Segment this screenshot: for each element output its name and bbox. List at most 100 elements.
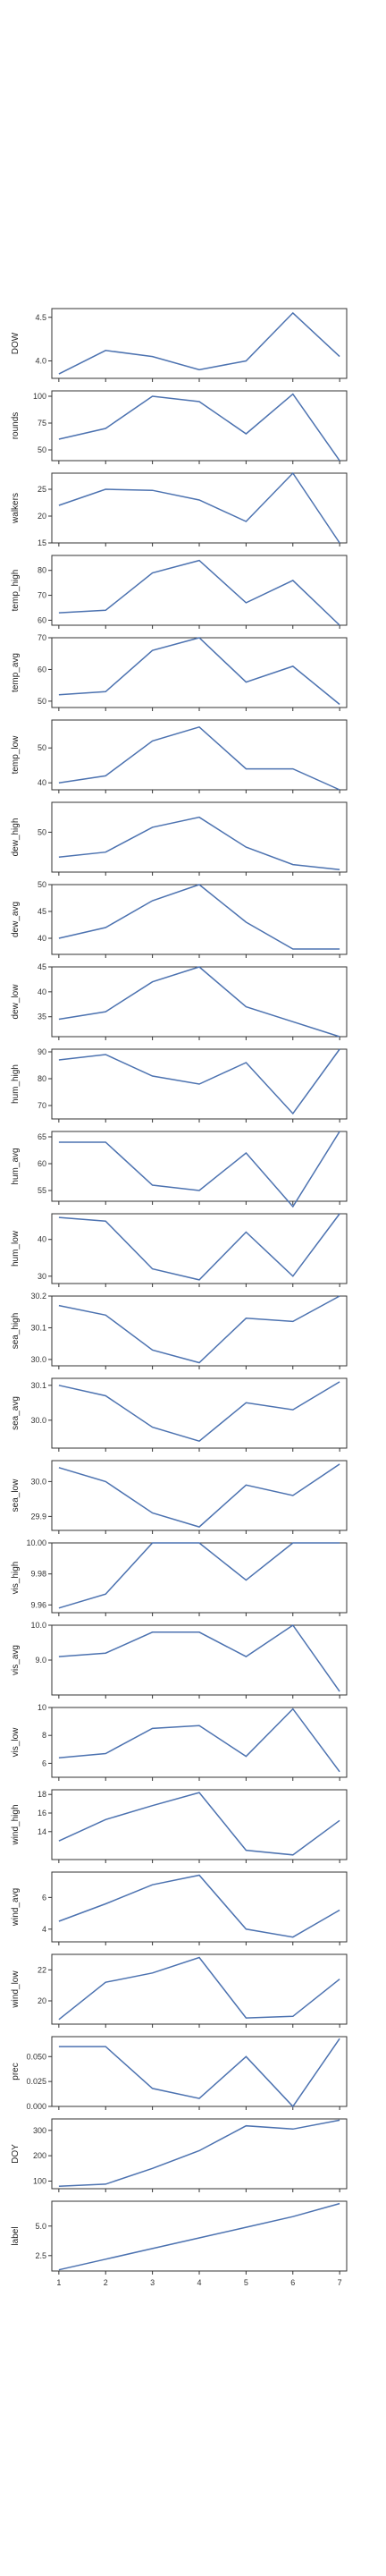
y-tick-label: 50 [38, 445, 46, 454]
panel-wind_avg: 4 6 wind_avg [11, 1871, 348, 1945]
y-tick-label: 18 [38, 1790, 46, 1799]
series-line [58, 2038, 340, 2108]
y-tick-label: 50 [38, 827, 46, 836]
series-line [58, 1381, 340, 1443]
y-tick-label: 90 [38, 1047, 46, 1056]
panel-DOY: 100 200 300 DOY [11, 2118, 348, 2192]
y-axis-label: vis_low [11, 1727, 21, 1758]
y-tick-label: 80 [38, 566, 46, 575]
series-line [58, 471, 340, 544]
y-axis-label: hum_low [11, 1230, 21, 1267]
series-line [58, 637, 340, 706]
x-tick-label: 6 [290, 2278, 295, 2287]
panel-wind_high: 14 16 18 wind_high [11, 1789, 348, 1863]
panel-frame [51, 1624, 348, 1696]
panel-frame [51, 308, 348, 379]
panel-frame [51, 1295, 348, 1367]
y-axis-label: temp_low [11, 735, 21, 775]
y-axis-label: DOW [11, 332, 21, 354]
panel-frame [51, 1213, 348, 1284]
y-tick-label: 6 [42, 1758, 46, 1767]
y-tick-label: 10 [38, 1703, 46, 1712]
y-axis-label: rounds [11, 412, 21, 440]
y-tick-label: 65 [38, 1132, 46, 1141]
y-axis-label: temp_high [11, 570, 21, 612]
y-tick-label: 2.5 [35, 2251, 46, 2260]
y-tick-label: 20 [38, 1996, 46, 2005]
y-axis-label: sea_high [11, 1313, 21, 1350]
y-axis-label: prec [11, 2063, 21, 2080]
series-line [58, 559, 340, 626]
x-tick-label: 4 [197, 2278, 201, 2287]
y-tick-label: 35 [38, 1013, 46, 1021]
y-axis-label: wind_high [11, 1804, 21, 1845]
panel-vis_avg: 9.0 10.0 vis_avg [11, 1621, 348, 1699]
panel-sea_low: 29.9 30.0 sea_low [11, 1460, 348, 1534]
x-tick-label: 1 [56, 2278, 61, 2287]
panel-dew_avg: 40 45 50 dew_avg [11, 880, 348, 958]
series-line [58, 1295, 340, 1364]
panel-frame [51, 1707, 348, 1778]
y-axis-label: sea_avg [11, 1396, 21, 1430]
y-axis-label: hum_high [11, 1064, 21, 1104]
y-axis-label: dew_low [11, 984, 21, 1020]
y-tick-label: 45 [38, 907, 46, 916]
series-line [58, 1048, 340, 1115]
series-line [58, 1707, 340, 1773]
panel-frame [51, 1377, 348, 1449]
y-axis-label: DOY [11, 2144, 21, 2164]
series-line [58, 1874, 340, 1938]
panel-frame [51, 884, 348, 955]
series-line [58, 1463, 340, 1528]
y-tick-label: 30.2 [30, 1292, 46, 1301]
y-tick-label: 100 [33, 392, 46, 401]
y-tick-label: 40 [38, 934, 46, 943]
series-line [58, 966, 340, 1038]
y-tick-label: 22 [38, 1965, 46, 1974]
panel-hum_avg: 55 60 65 hum_avg [11, 1131, 348, 1208]
y-tick-label: 8 [42, 1731, 46, 1740]
y-axis-label: temp_avg [11, 653, 21, 692]
series-line [58, 1542, 340, 1609]
y-axis-label: label [11, 2226, 21, 2245]
y-tick-label: 0.050 [26, 2052, 46, 2061]
panel-frame [51, 472, 348, 544]
series-line [58, 1623, 340, 1692]
series-line [58, 1956, 340, 2021]
y-axis-label: vis_avg [11, 1645, 21, 1675]
y-axis-label: hum_avg [11, 1148, 21, 1184]
y-tick-label: 5.0 [35, 2222, 46, 2231]
panel-walkers: 15 20 25 walkers [11, 471, 348, 547]
panel-temp_low: 40 50 temp_low [11, 719, 348, 793]
series-line [58, 816, 340, 870]
x-tick-label: 2 [104, 2278, 108, 2287]
y-tick-label: 100 [33, 2176, 46, 2185]
y-tick-label: 60 [38, 1159, 46, 1168]
panel-frame [51, 966, 348, 1038]
y-tick-label: 40 [38, 778, 46, 787]
panel-label: 2.5 5.0 label 1 2 3 4 5 6 7 [11, 2200, 348, 2287]
y-tick-label: 300 [33, 2126, 46, 2135]
y-tick-label: 70 [38, 1101, 46, 1110]
y-tick-label: 30.1 [30, 1381, 46, 1390]
y-tick-label: 4.0 [35, 357, 46, 366]
panel-hum_low: 30 40 hum_low [11, 1213, 348, 1287]
y-axis-label: sea_low [11, 1479, 21, 1512]
x-tick-label: 5 [244, 2278, 248, 2287]
y-tick-label: 75 [38, 419, 46, 428]
panel-vis_high: 9.96 9.98 10.00 vis_high [11, 1538, 348, 1616]
series-line [58, 725, 340, 791]
y-tick-label: 55 [38, 1186, 46, 1195]
y-tick-label: 10.00 [26, 1538, 46, 1547]
x-tick-label: 7 [338, 2278, 342, 2287]
y-axis-label: wind_avg [11, 1888, 21, 1927]
y-axis-label: walkers [11, 493, 21, 524]
x-tick-label: 3 [150, 2278, 155, 2287]
series-line [58, 1131, 340, 1208]
y-tick-label: 50 [38, 697, 46, 706]
y-axis-label: vis_high [11, 1562, 21, 1595]
y-tick-label: 16 [38, 1809, 46, 1818]
panel-DOW: 4.0 4.5 DOW [11, 308, 348, 382]
y-tick-label: 30.0 [30, 1355, 46, 1364]
